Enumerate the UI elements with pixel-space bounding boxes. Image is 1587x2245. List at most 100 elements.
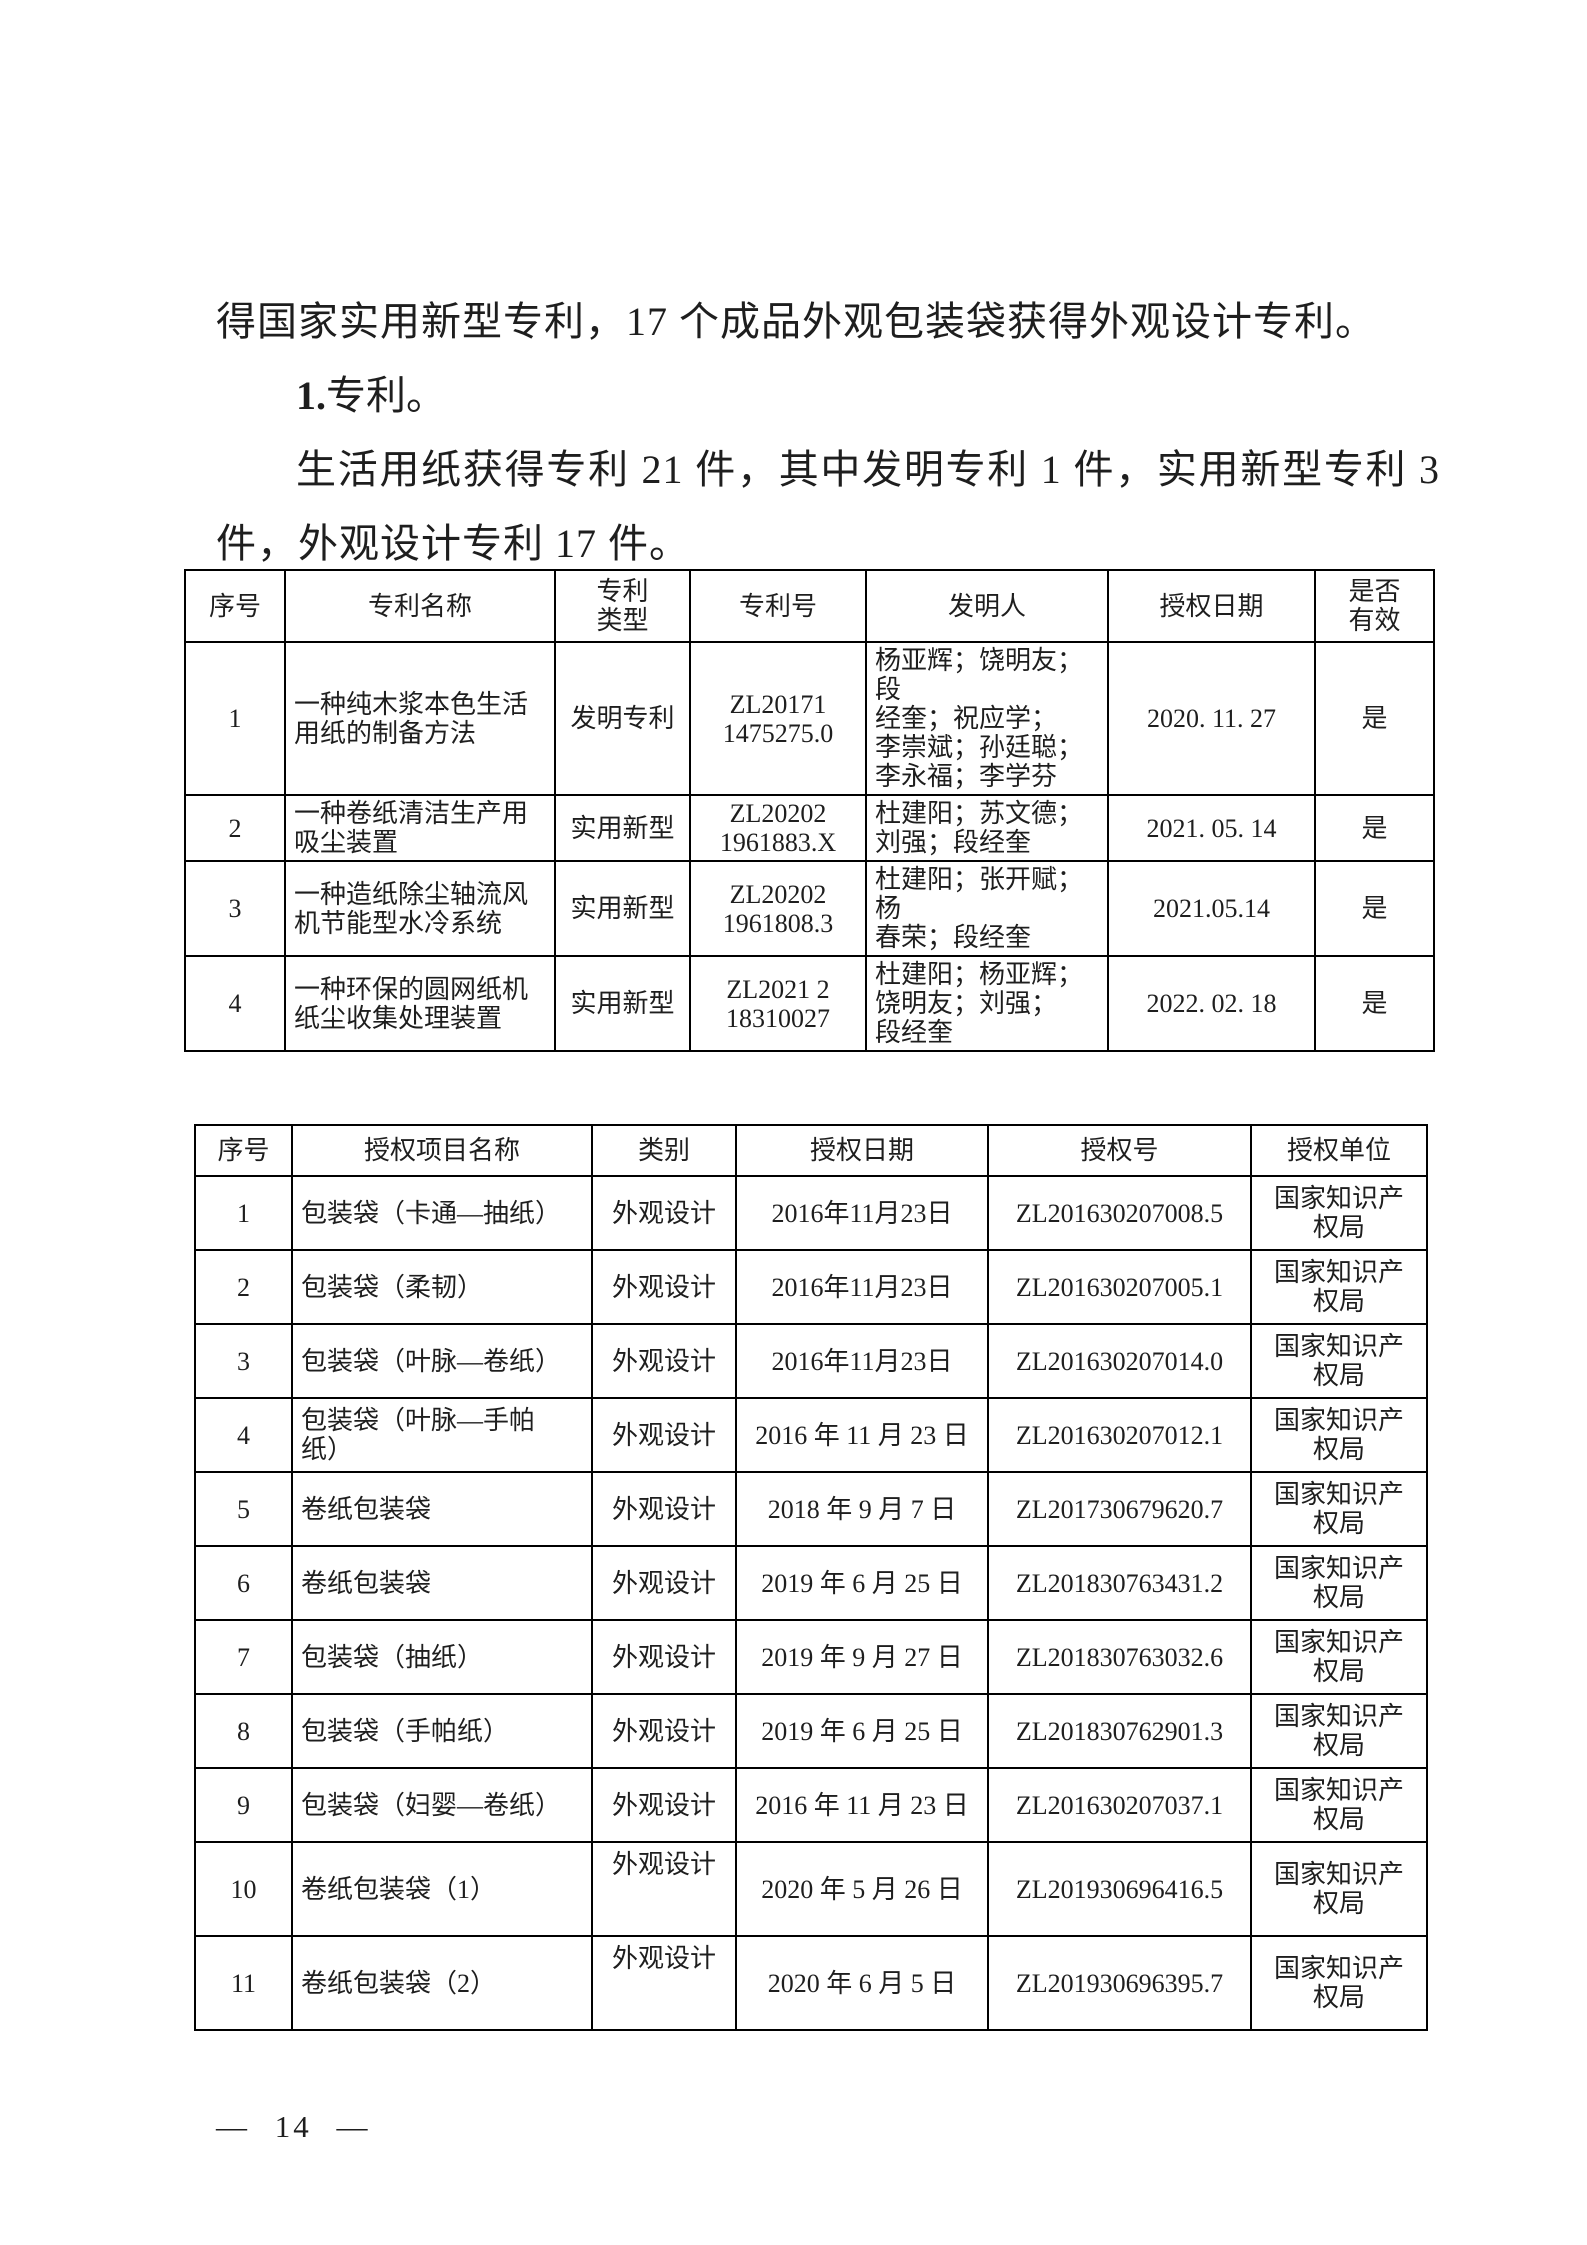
cell-grant-date: 2016 年 11 月 23 日 xyxy=(735,1397,989,1473)
cell-patent-number: ZL20202 1961883.X xyxy=(689,794,867,862)
cell-project-name: 包装袋（叶脉—手帕 纸） xyxy=(291,1397,593,1473)
cell-grant-number: ZL201830762901.3 xyxy=(987,1693,1252,1769)
cell-valid: 是 xyxy=(1314,641,1435,796)
table-row: 2 一种卷纸清洁生产用 吸尘装置 实用新型 ZL20202 1961883.X … xyxy=(184,794,1435,862)
section-number: 1. xyxy=(296,373,326,418)
column-header-grant-org: 授权单位 xyxy=(1250,1124,1428,1177)
table-row: 4 包装袋（叶脉—手帕 纸） 外观设计 2016 年 11 月 23 日 ZL2… xyxy=(194,1397,1428,1473)
cell-grant-org: 国家知识产 权局 xyxy=(1250,1175,1428,1251)
column-header-patent-number: 专利号 xyxy=(689,569,867,643)
cell-no: 11 xyxy=(194,1935,293,2031)
cell-no: 1 xyxy=(184,641,286,796)
cell-grant-number: ZL201930696416.5 xyxy=(987,1841,1252,1937)
cell-patent-number: ZL20171 1475275.0 xyxy=(689,641,867,796)
cell-project-name: 包装袋（抽纸） xyxy=(291,1619,593,1695)
column-header-project-name: 授权项目名称 xyxy=(291,1124,593,1177)
cell-grant-date: 2019 年 9 月 27 日 xyxy=(735,1619,989,1695)
cell-no: 4 xyxy=(194,1397,293,1473)
design-patent-table: 序号 授权项目名称 类别 授权日期 授权号 授权单位 1 包装袋（卡通—抽纸） … xyxy=(194,1124,1428,2031)
table-row: 3 一种造纸除尘轴流风 机节能型水冷系统 实用新型 ZL20202 196180… xyxy=(184,860,1435,957)
cell-grant-date: 2019 年 6 月 25 日 xyxy=(735,1693,989,1769)
cell-grant-number: ZL201730679620.7 xyxy=(987,1471,1252,1547)
cell-no: 3 xyxy=(194,1323,293,1399)
cell-category: 外观设计 xyxy=(591,1619,737,1695)
cell-inventors: 杜建阳；张开赋；杨 春荣；段经奎 xyxy=(865,860,1109,957)
cell-grant-date: 2016 年 11 月 23 日 xyxy=(735,1767,989,1843)
table-row: 1 包装袋（卡通—抽纸） 外观设计 2016年11月23日 ZL20163020… xyxy=(194,1175,1428,1251)
cell-category: 外观设计 xyxy=(591,1323,737,1399)
cell-grant-number: ZL201830763431.2 xyxy=(987,1545,1252,1621)
column-header-valid: 是否 有效 xyxy=(1314,569,1435,643)
cell-grant-date: 2016年11月23日 xyxy=(735,1175,989,1251)
table-row: 10 卷纸包装袋（1） 外观设计 2020 年 5 月 26 日 ZL20193… xyxy=(194,1841,1428,1937)
column-header-patent-type: 专利 类型 xyxy=(554,569,691,643)
cell-category: 外观设计 xyxy=(591,1693,737,1769)
cell-inventors: 杨亚辉；饶明友；段 经奎；祝应学； 李崇斌；孙廷聪； 李永福；李学芬 xyxy=(865,641,1109,796)
table-row: 1 一种纯木浆本色生活 用纸的制备方法 发明专利 ZL20171 1475275… xyxy=(184,641,1435,796)
cell-project-name: 卷纸包装袋（1） xyxy=(291,1841,593,1937)
cell-patent-name: 一种环保的圆网纸机 纸尘收集处理装置 xyxy=(284,955,556,1052)
cell-project-name: 卷纸包装袋（2） xyxy=(291,1935,593,2031)
column-header-grant-number: 授权号 xyxy=(987,1124,1252,1177)
cell-patent-number: ZL20202 1961808.3 xyxy=(689,860,867,957)
cell-grant-org: 国家知识产 权局 xyxy=(1250,1323,1428,1399)
cell-project-name: 包装袋（手帕纸） xyxy=(291,1693,593,1769)
column-header-no: 序号 xyxy=(194,1124,293,1177)
cell-project-name: 包装袋（柔韧） xyxy=(291,1249,593,1325)
cell-valid: 是 xyxy=(1314,860,1435,957)
cell-category: 外观设计 xyxy=(591,1175,737,1251)
column-header-grant-date: 授权日期 xyxy=(735,1124,989,1177)
design-table-header: 序号 授权项目名称 类别 授权日期 授权号 授权单位 xyxy=(194,1124,1428,1177)
table-row: 4 一种环保的圆网纸机 纸尘收集处理装置 实用新型 ZL2021 2 18310… xyxy=(184,955,1435,1052)
cell-patent-name: 一种纯木浆本色生活 用纸的制备方法 xyxy=(284,641,556,796)
column-header-grant-date: 授权日期 xyxy=(1107,569,1316,643)
cell-no: 9 xyxy=(194,1767,293,1843)
cell-category: 外观设计 xyxy=(591,1249,737,1325)
table-row: 8 包装袋（手帕纸） 外观设计 2019 年 6 月 25 日 ZL201830… xyxy=(194,1693,1428,1769)
cell-grant-date: 2020. 11. 27 xyxy=(1107,641,1316,796)
cell-valid: 是 xyxy=(1314,955,1435,1052)
cell-grant-org: 国家知识产 权局 xyxy=(1250,1471,1428,1547)
cell-patent-type: 实用新型 xyxy=(554,794,691,862)
column-header-patent-name: 专利名称 xyxy=(284,569,556,643)
cell-grant-number: ZL201630207005.1 xyxy=(987,1249,1252,1325)
cell-grant-org: 国家知识产 权局 xyxy=(1250,1397,1428,1473)
cell-patent-name: 一种卷纸清洁生产用 吸尘装置 xyxy=(284,794,556,862)
table-row: 6 卷纸包装袋 外观设计 2019 年 6 月 25 日 ZL201830763… xyxy=(194,1545,1428,1621)
column-header-inventors: 发明人 xyxy=(865,569,1109,643)
table-header-row: 序号 专利名称 专利 类型 专利号 发明人 授权日期 是否 有效 xyxy=(184,569,1435,643)
table-row: 3 包装袋（叶脉—卷纸） 外观设计 2016年11月23日 ZL20163020… xyxy=(194,1323,1428,1399)
cell-no: 1 xyxy=(194,1175,293,1251)
table-header-row: 序号 授权项目名称 类别 授权日期 授权号 授权单位 xyxy=(194,1124,1428,1177)
cell-patent-type: 实用新型 xyxy=(554,955,691,1052)
cell-grant-date: 2021. 05. 14 xyxy=(1107,794,1316,862)
patent-table-header: 序号 专利名称 专利 类型 专利号 发明人 授权日期 是否 有效 xyxy=(184,569,1435,643)
cell-grant-date: 2021.05.14 xyxy=(1107,860,1316,957)
cell-grant-org: 国家知识产 权局 xyxy=(1250,1619,1428,1695)
cell-grant-number: ZL201630207037.1 xyxy=(987,1767,1252,1843)
cell-no: 7 xyxy=(194,1619,293,1695)
column-header-no: 序号 xyxy=(184,569,286,643)
cell-grant-date: 2016年11月23日 xyxy=(735,1323,989,1399)
cell-no: 4 xyxy=(184,955,286,1052)
cell-project-name: 包装袋（叶脉—卷纸） xyxy=(291,1323,593,1399)
cell-grant-date: 2022. 02. 18 xyxy=(1107,955,1316,1052)
cell-category: 外观设计 xyxy=(591,1471,737,1547)
table-row: 9 包装袋（妇婴—卷纸） 外观设计 2016 年 11 月 23 日 ZL201… xyxy=(194,1767,1428,1843)
cell-category: 外观设计 xyxy=(591,1545,737,1621)
page-number: — 14 — xyxy=(216,2109,371,2144)
cell-grant-org: 国家知识产 权局 xyxy=(1250,1693,1428,1769)
cell-grant-date: 2020 年 5 月 26 日 xyxy=(735,1841,989,1937)
cell-inventors: 杜建阳；苏文德； 刘强；段经奎 xyxy=(865,794,1109,862)
cell-category: 外观设计 xyxy=(591,1767,737,1843)
cell-grant-org: 国家知识产 权局 xyxy=(1250,1935,1428,2031)
cell-category: 外观设计 xyxy=(591,1841,737,1937)
cell-grant-number: ZL201930696395.7 xyxy=(987,1935,1252,2031)
document-page: 得国家实用新型专利，17 个成品外观包装袋获得外观设计专利。 1.专利。 生活用… xyxy=(184,299,1439,2144)
cell-patent-name: 一种造纸除尘轴流风 机节能型水冷系统 xyxy=(284,860,556,957)
table-row: 5 卷纸包装袋 外观设计 2018 年 9 月 7 日 ZL2017306796… xyxy=(194,1471,1428,1547)
cell-project-name: 包装袋（妇婴—卷纸） xyxy=(291,1767,593,1843)
cell-project-name: 卷纸包装袋 xyxy=(291,1471,593,1547)
cell-grant-date: 2016年11月23日 xyxy=(735,1249,989,1325)
cell-no: 2 xyxy=(194,1249,293,1325)
